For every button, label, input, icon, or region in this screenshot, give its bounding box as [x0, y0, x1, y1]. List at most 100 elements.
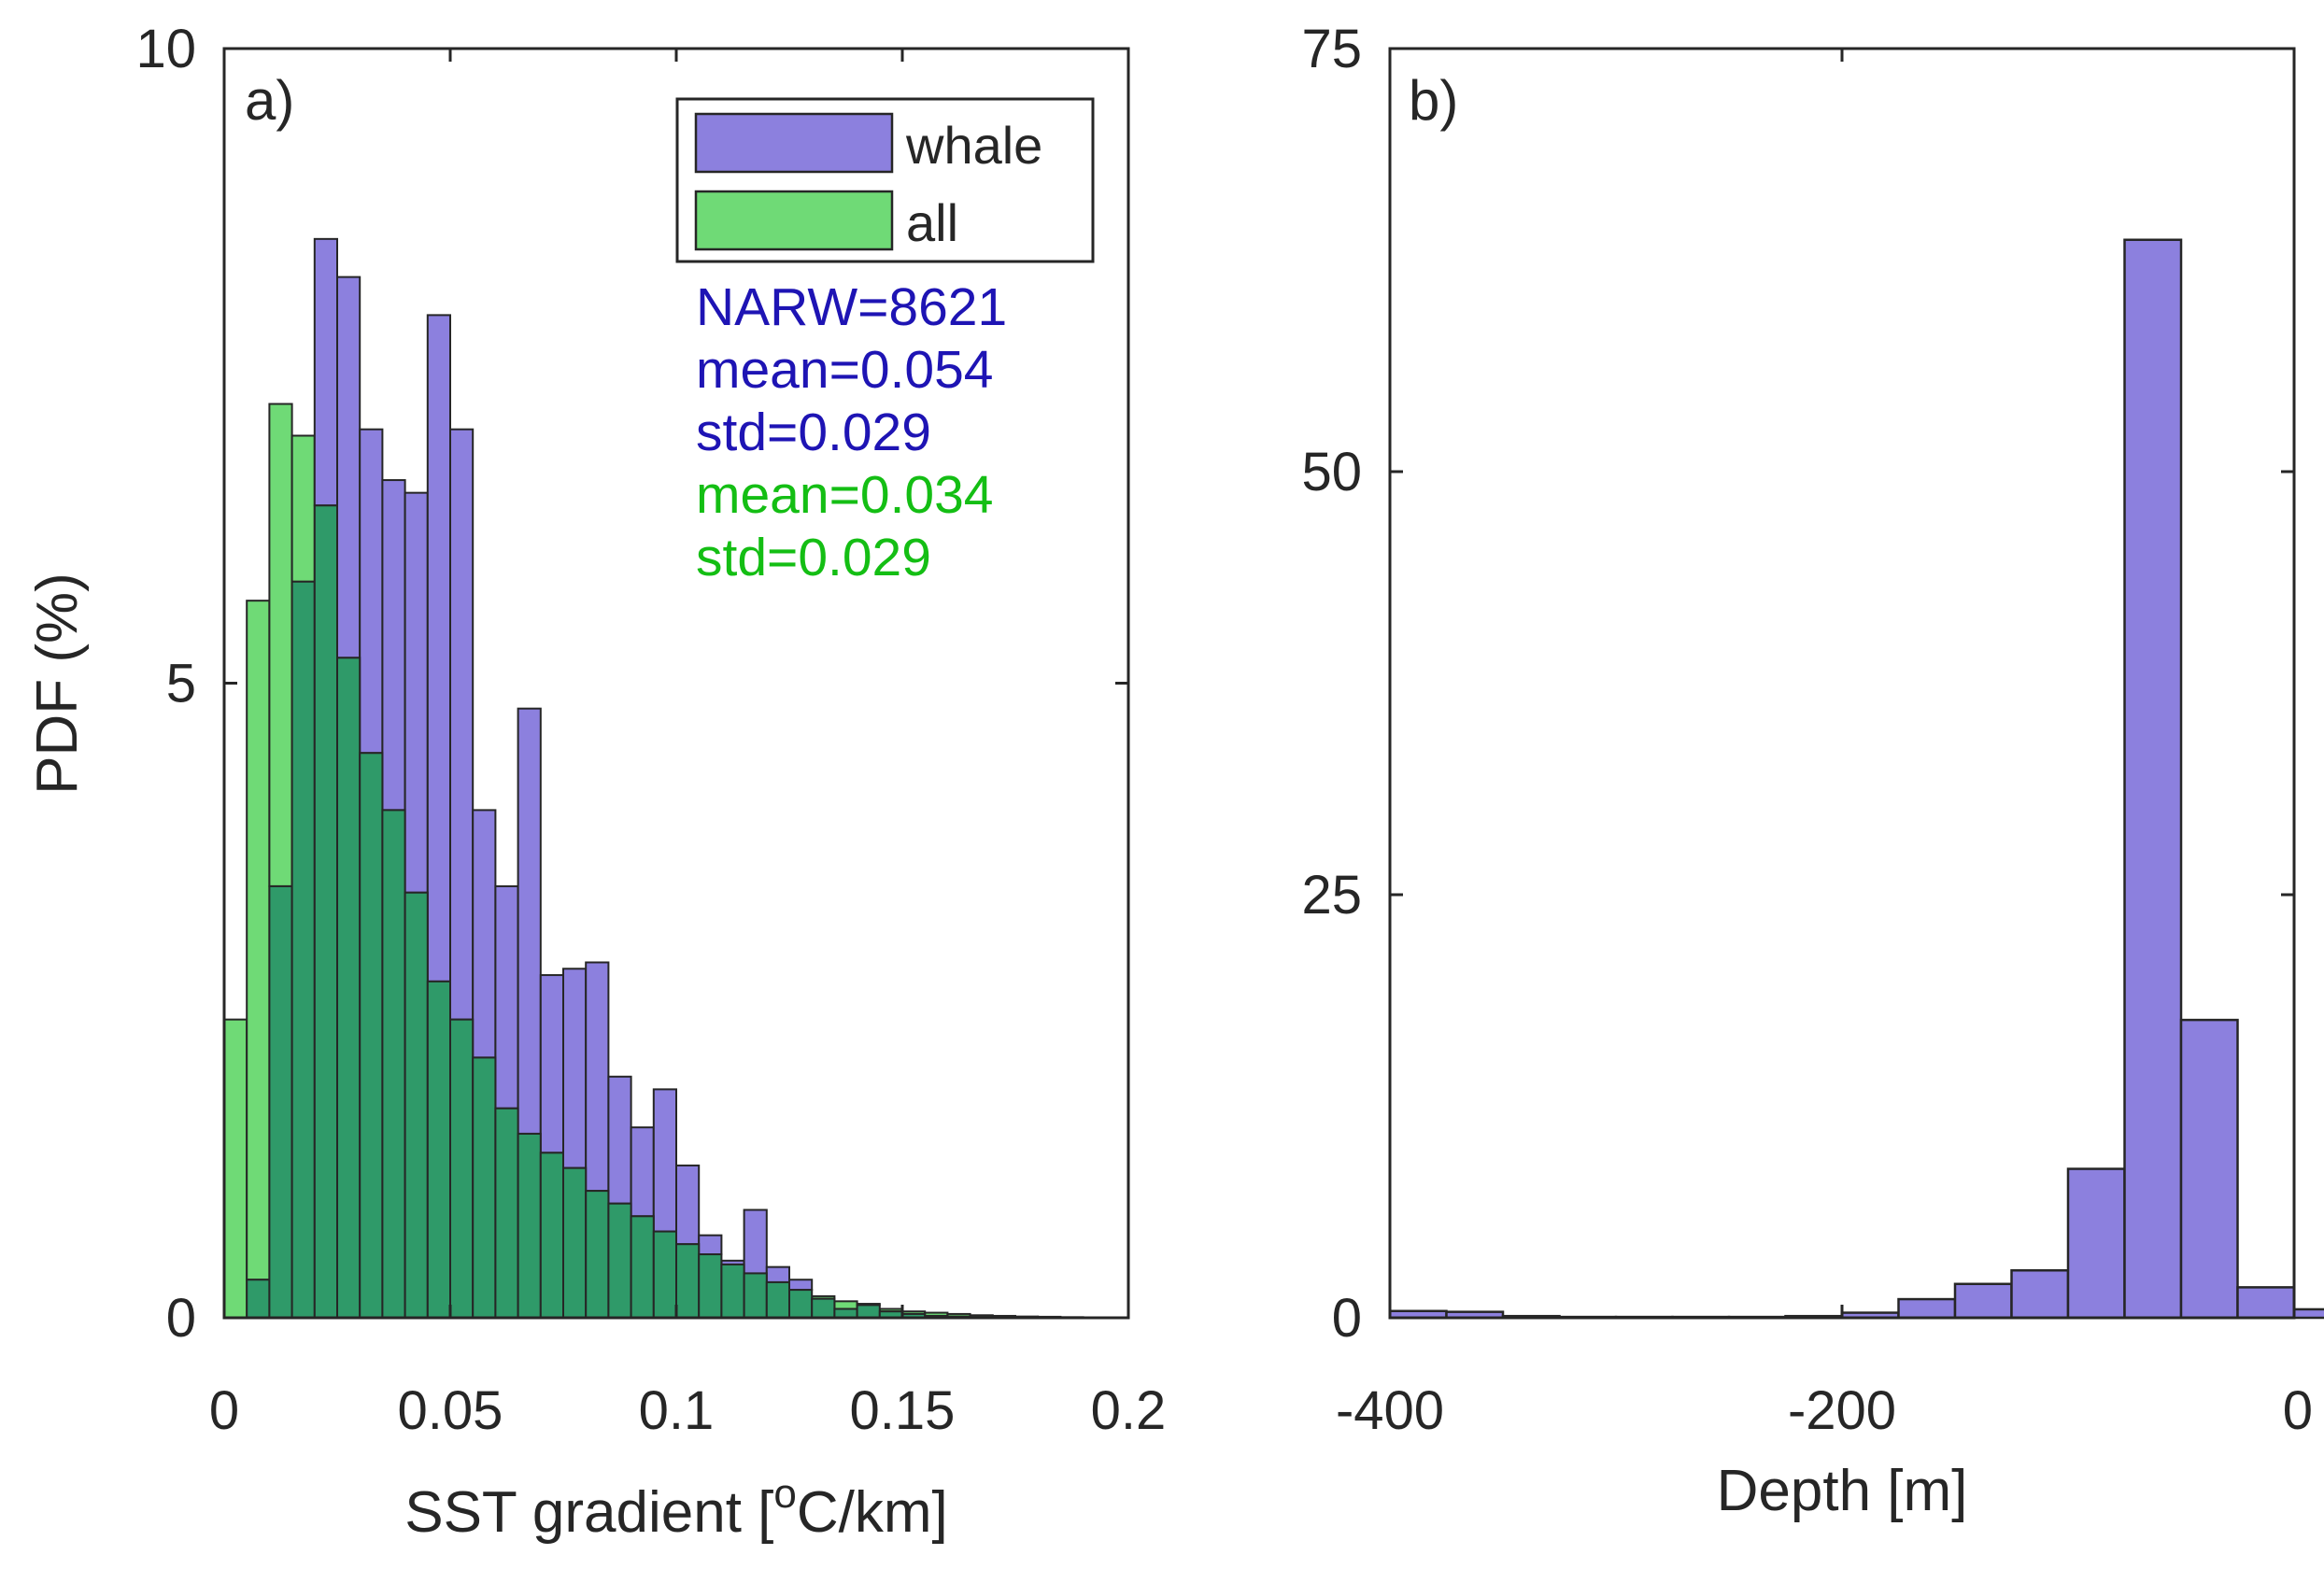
panel-b-ticks: -400 -200 0 0 25 50 75 — [1301, 19, 2313, 1441]
bar-overlap-26 — [811, 1297, 836, 1319]
bar-overlap-1 — [246, 1279, 271, 1319]
legend-swatch-whale — [694, 112, 894, 174]
bar-whale-18 — [630, 1126, 655, 1218]
bar-whale-10 — [449, 428, 475, 1021]
bar-overlap-17 — [607, 1202, 632, 1319]
depth-bar-15 — [2236, 1286, 2296, 1320]
depth-bar-12 — [2066, 1167, 2126, 1320]
x-tick-label: 0 — [209, 1380, 239, 1441]
bar-all-0 — [223, 1018, 248, 1319]
bar-overlap-18 — [630, 1215, 655, 1320]
x-tick-label: 0.15 — [850, 1380, 956, 1441]
bar-all-3 — [290, 434, 316, 583]
bar-overlap-23 — [743, 1272, 768, 1320]
bar-whale-13 — [517, 707, 542, 1135]
x-axis-label-tail: C/km] — [797, 1480, 948, 1545]
bar-whale-17 — [607, 1075, 632, 1205]
bar-overlap-11 — [472, 1056, 497, 1320]
legend-label-all: all — [906, 193, 958, 252]
bar-overlap-24 — [765, 1280, 790, 1319]
bar-whale-16 — [585, 961, 610, 1193]
bar-whale-14 — [539, 974, 564, 1154]
bar-whale-6 — [359, 428, 384, 755]
annotation-all-std: std=0.029 — [696, 528, 931, 587]
bar-whale-20 — [675, 1164, 701, 1246]
bar-whale-11 — [472, 809, 497, 1059]
bar-all-1 — [246, 600, 271, 1281]
y-tick-label: 50 — [1301, 442, 1362, 502]
panel-a-annotations: NARW=8621 mean=0.054 std=0.029 mean=0.03… — [696, 277, 1007, 587]
bar-whale-19 — [652, 1088, 677, 1233]
depth-bar-11 — [2010, 1269, 2070, 1320]
y-tick-label: 5 — [166, 654, 196, 714]
bar-whale-15 — [562, 968, 588, 1169]
y-tick-label: 0 — [166, 1288, 196, 1349]
legend-swatch-all — [694, 190, 894, 251]
bar-overlap-7 — [381, 809, 406, 1319]
annotation-narw-count: NARW=8621 — [696, 277, 1007, 337]
bar-overlap-8 — [404, 891, 429, 1319]
panel-a-label: a) — [245, 69, 294, 132]
bar-overlap-19 — [652, 1230, 677, 1320]
panel-b-label: b) — [1409, 69, 1458, 132]
panel-a-bars-overlap — [246, 504, 1130, 1320]
bar-overlap-2 — [268, 884, 293, 1319]
panel-a-bars-whale — [313, 237, 881, 1307]
annotation-whale-std: std=0.029 — [696, 403, 931, 462]
bar-overlap-21 — [698, 1253, 723, 1320]
bar-overlap-28 — [856, 1304, 881, 1320]
bar-all-2 — [268, 403, 293, 887]
panel-a-ticks: 0 0.05 0.1 0.15 0.2 0 5 10 — [135, 19, 1166, 1441]
panel-a-y-axis-label: PDF (%) — [25, 572, 90, 795]
bar-whale-4 — [313, 237, 338, 507]
bar-overlap-5 — [336, 657, 361, 1319]
bar-whale-25 — [788, 1279, 814, 1292]
annotation-all-mean: mean=0.034 — [696, 465, 994, 525]
bar-overlap-12 — [494, 1107, 519, 1320]
bar-overlap-20 — [675, 1243, 701, 1319]
annotation-whale-mean: mean=0.054 — [696, 340, 994, 400]
y-tick-label: 25 — [1301, 865, 1362, 926]
panel-a: 0 0.05 0.1 0.15 0.2 0 5 10 a) PDF (%) SST gradi… — [25, 19, 1166, 1545]
bar-overlap-6 — [359, 752, 384, 1319]
bar-whale-5 — [336, 276, 361, 659]
panel-b: -400 -200 0 0 25 50 75 b) Depth [m] — [1301, 19, 2324, 1523]
bar-whale-8 — [404, 491, 429, 894]
panel-b-bars — [1388, 238, 2324, 1320]
panel-b-x-axis-label: Depth [m] — [1717, 1459, 1968, 1523]
panel-a-legend: whale all — [675, 97, 1095, 263]
bar-overlap-13 — [517, 1132, 542, 1319]
bar-whale-21 — [698, 1234, 723, 1256]
x-tick-label: 0.2 — [1091, 1380, 1167, 1441]
x-tick-label: 0 — [2283, 1380, 2313, 1441]
bar-overlap-3 — [290, 580, 316, 1319]
bar-all-27 — [833, 1300, 858, 1310]
bar-overlap-15 — [562, 1166, 588, 1319]
bar-whale-23 — [743, 1209, 768, 1275]
x-axis-label-superscript: o — [773, 1471, 796, 1517]
bar-overlap-9 — [426, 980, 451, 1319]
depth-bar-14 — [2179, 1018, 2239, 1320]
bar-overlap-22 — [720, 1263, 745, 1319]
y-tick-label: 0 — [1332, 1288, 1362, 1349]
bar-whale-24 — [765, 1265, 790, 1283]
bar-overlap-16 — [585, 1190, 610, 1319]
bar-whale-9 — [426, 314, 451, 982]
depth-bar-9 — [1897, 1297, 1957, 1320]
x-axis-label-main: SST gradient [ — [404, 1480, 773, 1545]
x-tick-label: 0.1 — [639, 1380, 715, 1441]
bar-whale-7 — [381, 479, 406, 812]
y-tick-label: 75 — [1301, 19, 1362, 79]
legend-label-whale: whale — [905, 116, 1042, 175]
x-tick-label: -400 — [1336, 1380, 1444, 1441]
bar-overlap-14 — [539, 1152, 564, 1319]
depth-bar-16 — [2292, 1308, 2324, 1320]
bar-whale-12 — [494, 884, 519, 1110]
depth-bar-10 — [1953, 1282, 2013, 1320]
x-tick-label: -200 — [1788, 1380, 1896, 1441]
panel-a-x-axis-label: SST gradient [oC/km] — [404, 1471, 948, 1545]
depth-bar-13 — [2123, 238, 2183, 1320]
x-tick-label: 0.05 — [398, 1380, 503, 1441]
bar-overlap-10 — [449, 1018, 475, 1319]
